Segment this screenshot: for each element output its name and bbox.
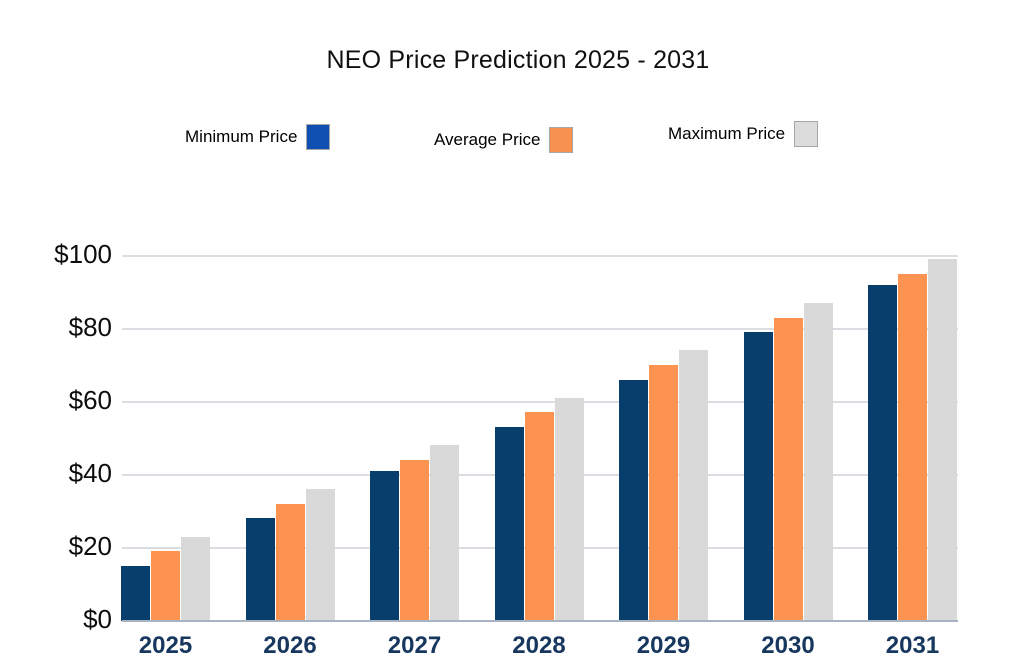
x-axis-label-2029: 2029 [636, 632, 691, 659]
gridline-60 [122, 400, 958, 403]
y-tick-label-40: $40 [68, 458, 112, 489]
x-axis-label-2028: 2028 [512, 632, 566, 659]
bar-2025-minimum-price [121, 565, 150, 621]
legend-item-minimum-price: Minimum Price [185, 124, 331, 150]
gridline-100 [122, 254, 958, 257]
legend-label-minimum-price: Minimum Price [185, 127, 298, 146]
bar-2028-maximum-price [555, 397, 584, 621]
y-tick-label-20: $20 [68, 531, 112, 562]
bar-2030-maximum-price [804, 302, 833, 621]
bar-2030-minimum-price [744, 332, 773, 621]
legend-label-average-price: Average Price [434, 130, 541, 149]
bar-2030-average-price [774, 317, 803, 621]
bar-2027-maximum-price [430, 445, 459, 621]
bar-2025-maximum-price [181, 536, 210, 621]
legend-item-average-price: Average Price [434, 127, 574, 153]
x-axis-label-2027: 2027 [387, 632, 442, 659]
bar-2028-average-price [525, 412, 554, 621]
x-axis-label-2030: 2030 [761, 632, 815, 659]
bar-2029-average-price [649, 365, 678, 621]
bar-2031-maximum-price [928, 259, 957, 621]
bar-2026-maximum-price [306, 489, 335, 621]
bar-2031-minimum-price [868, 284, 897, 621]
x-axis-label-2025: 2025 [138, 632, 193, 659]
bar-2027-minimum-price [370, 470, 399, 621]
y-tick-label-60: $60 [68, 385, 112, 416]
bar-2029-maximum-price [679, 350, 708, 621]
legend-label-maximum-price: Maximum Price [668, 124, 786, 143]
x-axis-label-2031: 2031 [885, 632, 940, 659]
bar-2029-minimum-price [619, 379, 648, 621]
bar-2031-average-price [898, 273, 927, 621]
y-tick-label-100: $100 [54, 239, 112, 270]
bar-2027-average-price [400, 459, 429, 621]
bar-2026-average-price [276, 503, 305, 621]
legend-swatch-minimum-price [306, 124, 331, 150]
chart-title: NEO Price Prediction 2025 - 2031 [326, 46, 710, 74]
x-axis-line [122, 619, 958, 622]
x-axis-label-2026: 2026 [263, 632, 317, 659]
legend-swatch-average-price [549, 127, 574, 153]
gridline-80 [122, 327, 958, 330]
y-tick-label-0: $0 [83, 604, 112, 635]
bar-2026-minimum-price [246, 518, 275, 621]
bar-2028-minimum-price [495, 427, 524, 621]
bar-2025-average-price [151, 551, 180, 621]
legend-swatch-maximum-price [794, 121, 819, 147]
y-tick-label-80: $80 [68, 312, 112, 343]
legend-item-maximum-price: Maximum Price [668, 121, 819, 147]
